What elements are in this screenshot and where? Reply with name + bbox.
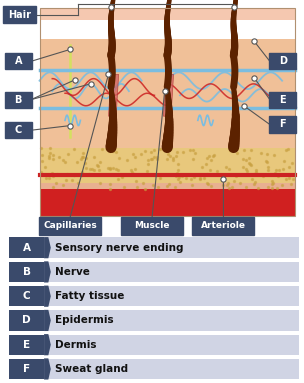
Bar [9,359,299,379]
Polygon shape [44,261,51,283]
Bar [9,286,44,306]
Bar [40,8,295,20]
Text: Capillaries: Capillaries [43,221,97,231]
Text: B: B [15,95,22,105]
Text: Sensory nerve ending: Sensory nerve ending [55,243,183,253]
Bar [40,189,295,216]
Bar [40,183,295,189]
FancyBboxPatch shape [121,217,183,235]
Text: Muscle: Muscle [134,221,170,231]
Text: Fatty tissue: Fatty tissue [55,291,124,301]
Bar [9,334,299,355]
Text: B: B [22,267,31,277]
Text: F: F [23,364,30,374]
Text: Epidermis: Epidermis [55,316,113,326]
Text: Nerve: Nerve [55,267,90,277]
Bar [9,359,44,379]
Bar [40,39,295,147]
Bar [9,334,44,355]
Polygon shape [44,358,51,380]
Bar [40,8,295,216]
FancyBboxPatch shape [5,122,32,138]
Polygon shape [163,74,174,116]
FancyBboxPatch shape [269,116,296,133]
Text: Arteriole: Arteriole [201,221,246,231]
FancyBboxPatch shape [5,53,32,69]
Text: F: F [279,119,286,129]
Text: E: E [23,340,30,350]
Text: A: A [22,243,31,253]
Polygon shape [44,286,51,307]
Text: A: A [15,56,22,66]
Polygon shape [44,310,51,331]
FancyBboxPatch shape [269,53,296,69]
FancyBboxPatch shape [269,92,296,108]
Bar [9,237,299,258]
Text: D: D [22,316,31,326]
Polygon shape [44,237,51,258]
Text: Dermis: Dermis [55,340,96,350]
FancyBboxPatch shape [39,217,101,235]
FancyBboxPatch shape [5,92,32,108]
Bar [9,310,299,331]
Text: Sweat gland: Sweat gland [55,364,128,374]
Polygon shape [44,334,51,355]
Text: Hair: Hair [8,10,31,20]
Polygon shape [109,74,119,116]
Text: C: C [23,291,30,301]
Bar [9,286,299,306]
Bar [40,147,295,189]
Bar [9,262,44,282]
Text: D: D [279,56,287,66]
Text: E: E [279,95,286,105]
Bar [9,310,44,331]
Bar [9,237,44,258]
FancyBboxPatch shape [192,217,254,235]
Text: C: C [15,125,22,135]
FancyBboxPatch shape [3,6,36,23]
Bar [9,262,299,282]
